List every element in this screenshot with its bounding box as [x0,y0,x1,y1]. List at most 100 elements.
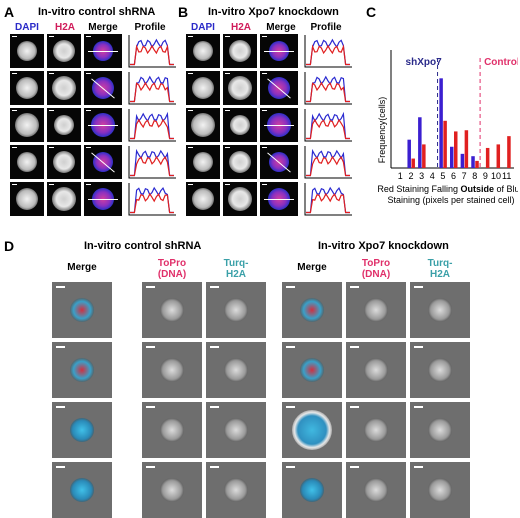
panel-d-right-turq-h2a-image [410,342,470,398]
legend-shxpo7: shXpo7 [406,57,443,68]
bar-control-7 [464,130,469,168]
panel-b-h2a-image [223,71,257,105]
bar-control-6 [454,131,458,168]
panel-d-left-topro-image [142,402,202,458]
x-tick-10: 10 [491,171,501,181]
panel-a-h2a-image [47,182,81,216]
panel-b-merge-image [260,34,298,68]
panel-b-dapi-image [186,145,220,179]
panel-a-merge-image [84,108,122,142]
legend-control: Control [484,57,518,68]
panel-d-left-topro-image [142,342,202,398]
panel-d-left-col-merge: Merge [67,262,97,273]
panel-d-left-merge-image [52,462,112,518]
panel-a-merge-image [84,145,122,179]
panel-d-right-col-topro: ToPro (DNA) [361,258,391,280]
x-tick-4: 4 [430,171,435,181]
panel-b-h2a-image [223,34,257,68]
panel-d-right-merge-image [282,462,342,518]
panel-a-col-merge: Merge [88,22,118,33]
x-tick-2: 2 [408,171,413,181]
panel-d-right-turq-h2a-image [410,462,470,518]
x-tick-1: 1 [398,171,403,181]
panel-d-left-turq-h2a-image [206,402,266,458]
panel-d-left-merge-image [52,402,112,458]
panel-c-histogram: Frequency(cells) 1 2 3 4 5 6 7 8 9 10 11 shXpo7 Co… [377,50,518,205]
bar-control-11 [507,136,511,168]
panel-a-profile-plot [128,71,176,105]
panel-a-merge-image [84,71,122,105]
panel-d-right-turq-h2a-image [410,402,470,458]
bar-control-9 [485,147,490,168]
panel-b-merge-image [260,182,298,216]
panel-b-dapi-image [186,34,220,68]
panel-d-left-merge-image [52,282,112,338]
panel-d-left-topro-image [142,462,202,518]
panel-a-title: In-vitro control shRNA [38,6,156,18]
panel-b-merge-image [260,145,298,179]
panel-b-profile-plot [304,108,352,142]
panel-d-left-title: In-vitro control shRNA [84,240,202,252]
bar-control-8 [475,160,479,168]
panel-b-label: B [178,4,189,20]
panel-a-profile-plot [128,145,176,179]
panel-b-col-profile: Profile [310,22,342,33]
bar-shxpo7-2 [407,139,411,168]
bar-control-5 [443,120,447,168]
panel-c-label: C [366,4,377,20]
bar-shxpo7-3 [418,117,422,168]
panel-b-profile-plot [304,145,352,179]
panel-a-profile-plot [128,34,176,68]
panel-d-left-col-turq: Turq- H2A [223,258,249,280]
panel-a-h2a-image [47,145,81,179]
panel-a-dapi-image [10,34,44,68]
panel-d-right-merge-image [282,282,342,338]
bar-control-2 [411,158,415,168]
bar-shxpo7-6 [450,146,454,168]
panel-a-col-h2a: H2A [54,22,75,33]
panel-a-h2a-image [47,108,81,142]
bar-shxpo7-5 [439,78,443,168]
panel-a-dapi-image [10,145,44,179]
panel-a-profile-plot [128,182,176,216]
bar-shxpo7-7 [460,153,465,168]
panel-a-h2a-image [47,34,81,68]
chart-x-label-line2: Staining (pixels per stained cell) [387,195,514,205]
x-tick-6: 6 [451,171,456,181]
panel-d-left-topro-image [142,282,202,338]
panel-b-dapi-image [186,71,220,105]
bar-control-10 [496,144,501,168]
panel-d-left-turq-h2a-image [206,462,266,518]
panel-d-right-col-merge: Merge [297,262,327,273]
panel-a-label: A [4,4,15,20]
panel-d-right-title: In-vitro Xpo7 knockdown [318,240,449,252]
panel-b-col-dapi: DAPI [191,22,215,33]
panel-d-right-topro-image [346,402,406,458]
bar-control-3 [422,144,426,168]
panel-b-h2a-image [223,108,257,142]
panel-d-left-turq-h2a-image [206,282,266,338]
panel-d-right-topro-image [346,342,406,398]
panel-d-left-merge-image [52,342,112,398]
panel-d-left-turq-h2a-image [206,342,266,398]
panel-b-h2a-image [223,182,257,216]
panel-a-profile-plot [128,108,176,142]
panel-b-col-h2a: H2A [230,22,251,33]
bar-shxpo7-8 [471,156,475,168]
panel-d-right-topro-image [346,282,406,338]
panel-d-right-col-turq: Turq- H2A [427,258,453,280]
panel-d-right-merge-image [282,402,342,458]
panel-a-col-dapi: DAPI [15,22,39,33]
x-tick-5: 5 [440,171,445,181]
panel-d-right-turq-h2a-image [410,282,470,338]
x-tick-9: 9 [483,171,488,181]
panel-b-profile-plot [304,182,352,216]
panel-a-col-profile: Profile [134,22,166,33]
panel-a-merge-image [84,182,122,216]
panel-a-h2a-image [47,71,81,105]
x-tick-8: 8 [472,171,477,181]
panel-b-h2a-image [223,145,257,179]
panel-b-profile-plot [304,34,352,68]
x-tick-3: 3 [419,171,424,181]
panel-b-col-merge: Merge [266,22,296,33]
